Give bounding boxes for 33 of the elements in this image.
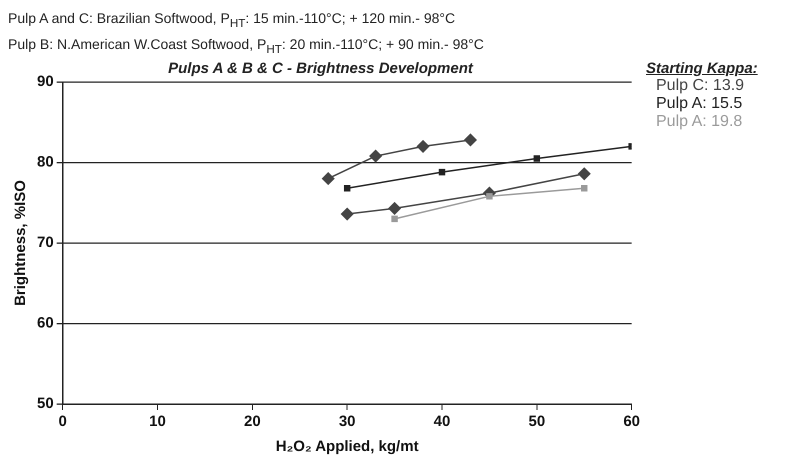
y-tick-label: 80 [36,153,54,170]
x-tick-label: 20 [244,412,261,430]
point [416,140,430,152]
y-tick-label: 90 [36,72,54,90]
text: Pulp A: 19.8 [655,113,744,131]
legend-title: Starting Kappa: [646,60,758,77]
point [369,149,382,162]
point [344,184,350,192]
text: Pulp A: 15.5 [655,95,744,113]
text: Pulp A and C: Brazilian Softwood, P$_{HT}$: 15 min.-110°C; + 120 min.- 98°C [8,9,456,32]
point [388,202,401,214]
x-tick-label: 30 [338,412,356,430]
point [464,133,477,146]
point [581,184,588,192]
x-tick-label: 40 [434,412,450,430]
point [340,207,354,220]
x-tick-label: 10 [149,412,166,430]
y-tick-label: 50 [36,394,54,412]
y-tick-label: 70 [36,234,54,251]
point [438,168,446,175]
y-axis-title: Brightness, %ISO [12,179,30,306]
point [534,154,540,162]
x-axis-title: H₂O₂ Applied, kg/mt [276,438,419,455]
y-tick-label: 60 [36,314,54,332]
x-tick-label: 0 [58,412,67,430]
chart-title: Pulps A & B & C - Brightness Development [168,60,474,77]
point [322,172,334,184]
x-tick-label: 60 [623,412,640,430]
x-tick-label: 50 [528,412,546,430]
point [391,215,398,222]
point [578,167,590,180]
text: Pulp C: 13.9 [655,77,746,95]
text: Pulp B: N.American W.Coast Softwood, P$_{HT}$: 20 min.-110°C; + 90 min.- 98°C [8,34,485,58]
